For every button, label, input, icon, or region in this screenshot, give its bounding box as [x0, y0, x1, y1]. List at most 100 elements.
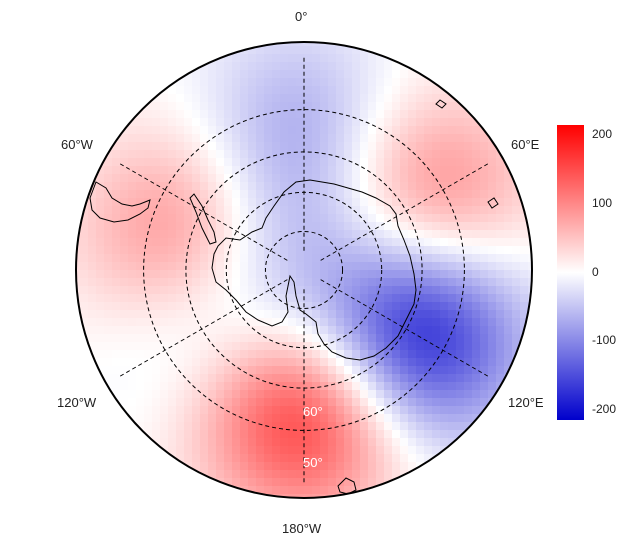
- field-cell: [80, 182, 89, 191]
- field-cell: [464, 262, 473, 271]
- field-cell: [336, 62, 345, 71]
- field-cell: [448, 118, 457, 127]
- field-cell: [328, 42, 337, 47]
- field-cell: [224, 86, 233, 95]
- field-cell: [456, 246, 465, 255]
- field-cell: [296, 430, 305, 439]
- field-cell: [368, 318, 377, 327]
- field-cell: [176, 262, 185, 271]
- field-cell: [280, 310, 289, 319]
- field-cell: [400, 462, 409, 471]
- field-cell: [416, 302, 425, 311]
- field-cell: [280, 150, 289, 159]
- field-cell: [168, 278, 177, 287]
- field-cell: [352, 326, 361, 335]
- field-cell: [520, 278, 529, 287]
- field-cell: [352, 230, 361, 239]
- field-cell: [240, 62, 249, 71]
- field-cell: [160, 78, 169, 87]
- field-cell: [368, 246, 377, 255]
- field-cell: [216, 350, 225, 359]
- field-cell: [288, 158, 297, 167]
- field-cell: [288, 86, 297, 95]
- field-cell: [344, 302, 353, 311]
- field-cell: [488, 142, 497, 151]
- field-cell: [256, 334, 265, 343]
- field-cell: [264, 310, 273, 319]
- field-cell: [96, 262, 105, 271]
- field-cell: [176, 78, 185, 87]
- field-cell: [288, 350, 297, 359]
- field-cell: [232, 470, 241, 479]
- field-cell: [248, 294, 257, 303]
- field-cell: [272, 454, 281, 463]
- field-cell: [416, 270, 425, 279]
- field-cell: [272, 270, 281, 279]
- field-cell: [248, 174, 257, 183]
- field-cell: [488, 406, 497, 415]
- field-cell: [528, 278, 532, 287]
- field-cell: [464, 238, 473, 247]
- field-cell: [152, 374, 161, 383]
- field-cell: [168, 110, 177, 119]
- field-cell: [176, 254, 185, 263]
- field-cell: [192, 150, 201, 159]
- field-cell: [296, 238, 305, 247]
- field-cell: [280, 214, 289, 223]
- field-cell: [520, 270, 529, 279]
- field-cell: [208, 214, 217, 223]
- field-cell: [192, 430, 201, 439]
- field-cell: [304, 118, 313, 127]
- field-cell: [152, 366, 161, 375]
- field-cell: [256, 382, 265, 391]
- field-cell: [216, 110, 225, 119]
- field-cell: [112, 270, 121, 279]
- colorbar-tick-label: 200: [592, 127, 613, 142]
- field-cell: [464, 246, 473, 255]
- field-cell: [88, 342, 97, 351]
- field-cell: [368, 414, 377, 423]
- field-cell: [256, 198, 265, 207]
- field-cell: [448, 350, 457, 359]
- field-cell: [280, 406, 289, 415]
- field-cell: [368, 438, 377, 447]
- field-cell: [176, 190, 185, 199]
- field-cell: [208, 366, 217, 375]
- field-cell: [168, 398, 177, 407]
- field-cell: [232, 310, 241, 319]
- field-cell: [312, 374, 321, 383]
- field-cell: [400, 446, 409, 455]
- field-cell: [304, 398, 313, 407]
- field-cell: [368, 94, 377, 103]
- field-cell: [152, 126, 161, 135]
- field-cell: [480, 366, 489, 375]
- field-cell: [440, 222, 449, 231]
- field-cell: [216, 366, 225, 375]
- field-cell: [384, 310, 393, 319]
- field-cell: [520, 294, 529, 303]
- field-cell: [440, 174, 449, 183]
- field-cell: [208, 310, 217, 319]
- field-cell: [456, 406, 465, 415]
- field-cell: [272, 430, 281, 439]
- field-cell: [184, 326, 193, 335]
- field-cell: [368, 286, 377, 295]
- field-cell: [240, 42, 249, 47]
- field-cell: [232, 294, 241, 303]
- field-cell: [184, 286, 193, 295]
- field-cell: [280, 422, 289, 431]
- field-cell: [456, 350, 465, 359]
- field-cell: [200, 422, 209, 431]
- field-cell: [384, 230, 393, 239]
- field-cell: [432, 366, 441, 375]
- field-cell: [480, 270, 489, 279]
- field-cell: [480, 134, 489, 143]
- field-cell: [336, 446, 345, 455]
- field-cell: [272, 62, 281, 71]
- field-cell: [200, 350, 209, 359]
- field-cell: [256, 294, 265, 303]
- field-cell: [528, 286, 532, 295]
- field-cell: [192, 158, 201, 167]
- field-cell: [256, 254, 265, 263]
- field-cell: [232, 414, 241, 423]
